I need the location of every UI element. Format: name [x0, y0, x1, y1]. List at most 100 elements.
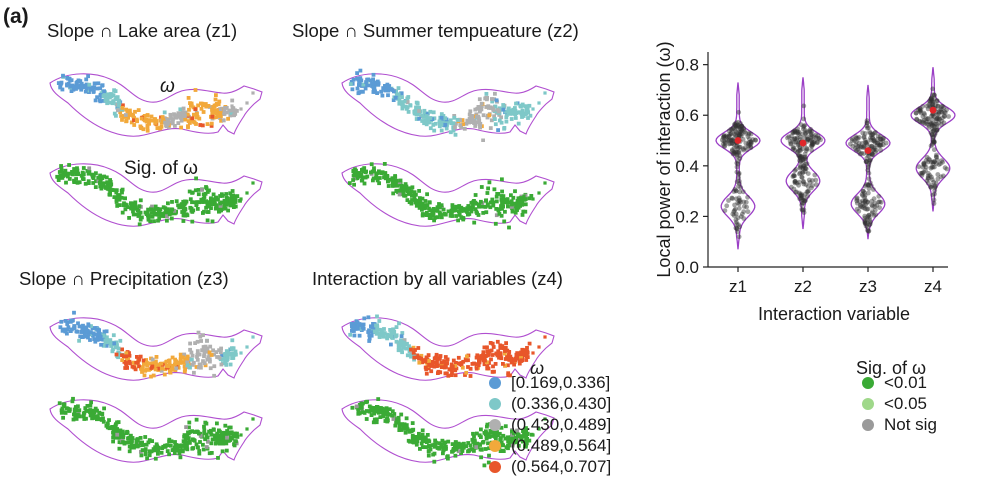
- map-point: [419, 441, 424, 446]
- map-point: [513, 106, 517, 110]
- map-point: [194, 365, 199, 369]
- map-point: [363, 86, 368, 91]
- map-point: [453, 125, 457, 129]
- map-region-outline: [49, 317, 263, 381]
- map-point: [515, 428, 520, 433]
- map-point: [159, 450, 164, 455]
- data-point: [941, 105, 947, 111]
- data-point: [941, 113, 947, 119]
- data-point: [804, 129, 810, 135]
- data-point: [808, 131, 814, 137]
- map-point: [115, 432, 120, 437]
- map-point: [361, 82, 366, 87]
- map-point: [506, 363, 510, 368]
- data-point: [933, 184, 938, 190]
- data-point: [944, 107, 949, 113]
- map-point: [410, 185, 415, 190]
- map-point: [208, 344, 213, 349]
- map-point: [124, 362, 128, 366]
- map-point: [207, 357, 212, 362]
- map-point: [411, 437, 416, 442]
- map-point: [357, 80, 362, 85]
- map-point: [150, 364, 155, 369]
- map-point: [71, 417, 76, 422]
- map-point: [430, 211, 435, 216]
- data-point: [931, 140, 937, 145]
- map-point: [128, 111, 133, 116]
- map-point: [87, 410, 92, 414]
- map-point: [67, 177, 72, 181]
- map-point: [421, 203, 426, 208]
- data-point: [862, 221, 868, 226]
- data-point: [876, 143, 882, 149]
- map-point: [212, 373, 216, 378]
- map-point: [416, 346, 421, 350]
- map-point: [405, 100, 410, 104]
- map-point: [84, 329, 89, 334]
- map-point: [369, 333, 374, 338]
- data-point: [928, 98, 934, 104]
- map-point: [379, 406, 383, 410]
- map-point: [225, 196, 229, 200]
- map-point: [381, 411, 385, 416]
- map-point: [422, 206, 427, 211]
- data-point: [856, 135, 862, 140]
- map-point: [105, 335, 109, 340]
- map-point: [411, 350, 416, 355]
- map-point: [445, 371, 449, 376]
- map-point: [494, 213, 499, 218]
- map-point: [228, 438, 233, 442]
- map-point: [111, 101, 115, 106]
- data-point: [871, 147, 876, 153]
- map-point: [228, 198, 233, 203]
- data-point: [797, 196, 803, 202]
- omega-legend-item: (0.430,0.489]: [489, 414, 611, 435]
- map-point: [160, 446, 165, 451]
- data-point: [802, 127, 808, 133]
- data-point: [735, 229, 740, 235]
- map-point: [65, 82, 69, 87]
- map-point: [55, 174, 60, 179]
- map-point: [58, 175, 63, 180]
- data-point: [931, 201, 937, 206]
- data-point: [798, 154, 804, 160]
- map-point: [172, 445, 177, 450]
- map-point: [197, 352, 202, 357]
- data-point: [868, 132, 874, 138]
- data-point: [913, 110, 919, 116]
- map-point: [488, 126, 493, 130]
- map-point: [136, 443, 141, 448]
- map-point: [190, 363, 195, 367]
- data-point: [786, 134, 792, 140]
- data-point: [875, 137, 881, 142]
- map-point: [229, 110, 234, 115]
- legend-label: <0.01: [884, 372, 928, 392]
- map-point: [183, 207, 188, 212]
- data-point: [854, 198, 860, 204]
- data-point: [743, 199, 749, 205]
- map-point: [129, 440, 134, 444]
- map-point: [357, 333, 362, 338]
- map-point: [170, 200, 174, 204]
- map-point: [423, 199, 428, 203]
- map-point: [134, 361, 139, 365]
- y-tick-label: 0.6: [675, 106, 699, 125]
- map-point: [524, 443, 528, 448]
- map-point: [508, 111, 513, 116]
- map-point: [117, 351, 122, 356]
- map-region-outline: [49, 399, 263, 463]
- map-point: [361, 322, 366, 327]
- map-point: [120, 106, 125, 110]
- map-point: [511, 436, 515, 441]
- map-point: [423, 437, 428, 442]
- map-point: [203, 191, 208, 196]
- map-point: [87, 82, 92, 87]
- data-point: [748, 131, 754, 137]
- map-point: [100, 411, 105, 416]
- map-point: [457, 204, 462, 208]
- map-point: [146, 440, 151, 445]
- map-point: [484, 198, 488, 203]
- data-point: [731, 141, 736, 147]
- map-point: [469, 209, 474, 214]
- map-point: [421, 212, 426, 217]
